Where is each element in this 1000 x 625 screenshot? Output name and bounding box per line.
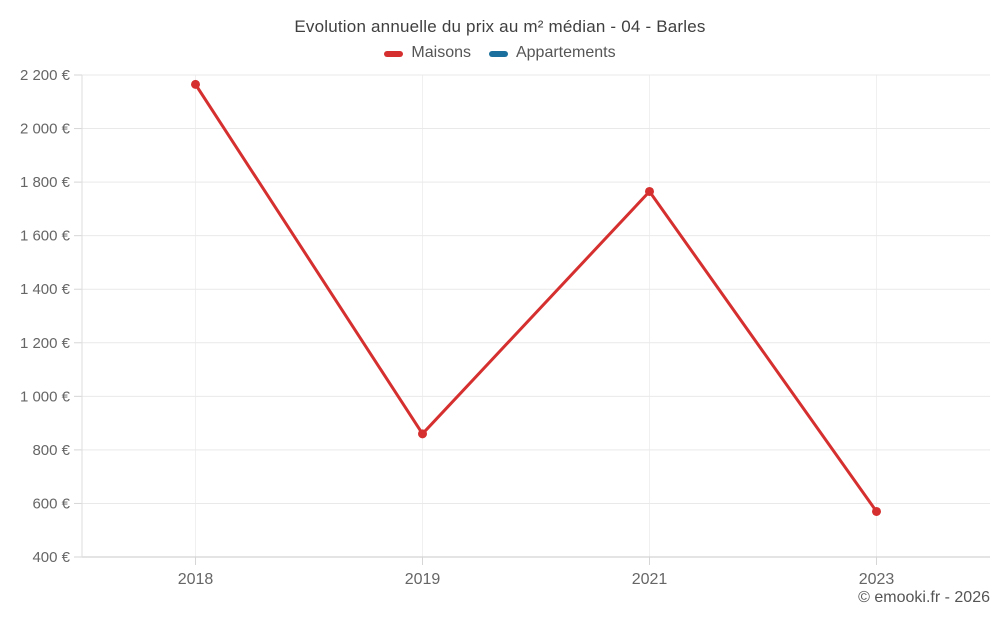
x-tick-label: 2019 [405, 571, 441, 588]
data-point-maisons-2018[interactable] [191, 79, 200, 89]
y-tick-label: 600 € [32, 495, 70, 512]
chart-title: Evolution annuelle du prix au m² médian … [294, 17, 706, 36]
y-tick-label: 1 800 € [20, 174, 71, 191]
x-tick-label: 2023 [859, 571, 895, 588]
vertical-gridlines [195, 75, 877, 557]
y-tick-label: 2 200 € [20, 67, 71, 84]
y-tick-label: 1 400 € [20, 281, 71, 298]
x-tick-label: 2021 [632, 571, 668, 588]
legend-item-appartements[interactable]: Appartements [488, 44, 616, 62]
x-tick-label: 2018 [178, 571, 214, 588]
data-point-maisons-2019[interactable] [418, 429, 427, 439]
data-point-maisons-2023[interactable] [872, 506, 881, 516]
legend: Maisons Appartements [0, 44, 1000, 62]
x-axis-labels: 2018 2019 2021 2023 [178, 571, 895, 588]
legend-swatch-maisons [384, 51, 404, 57]
legend-swatch-appartements [488, 51, 508, 57]
axes [74, 74, 877, 565]
horizontal-gridlines [82, 74, 990, 558]
y-tick-label: 800 € [32, 442, 70, 459]
legend-label: Maisons [411, 44, 471, 61]
series-maisons [191, 79, 881, 516]
legend-label: Appartements [515, 44, 616, 61]
data-point-maisons-2021[interactable] [645, 186, 654, 196]
y-tick-label: 400 € [32, 549, 70, 566]
y-tick-label: 1 200 € [20, 335, 71, 352]
series-line-maisons [194, 82, 878, 513]
y-tick-label: 1 600 € [20, 228, 71, 245]
y-tick-label: 1 000 € [20, 388, 71, 405]
legend-item-maisons[interactable]: Maisons [384, 44, 471, 62]
y-axis-labels: 400 € 600 € 800 € 1 000 € 1 200 € 1 400 € 1 60… [20, 67, 71, 566]
y-tick-label: 2 000 € [20, 121, 71, 138]
credit-text: © emooki.fr - 2026 [858, 589, 990, 606]
